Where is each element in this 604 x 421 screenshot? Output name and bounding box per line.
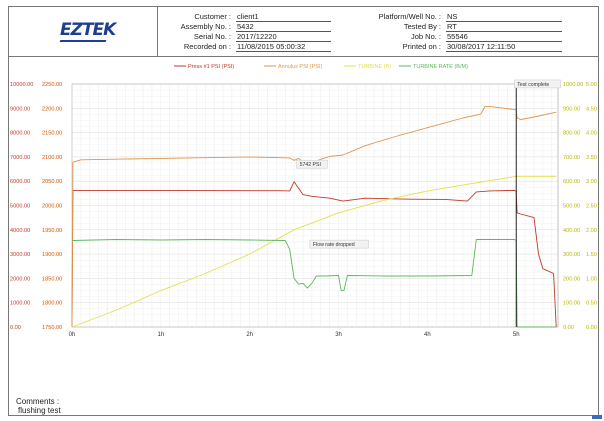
y-tick-label-right-inner: 200.00 bbox=[563, 276, 580, 282]
y-tick-label-left-outer: 8000.00 bbox=[10, 131, 30, 137]
legend-entry: Press #1 PSI (PSI) bbox=[188, 64, 234, 70]
logo-underline bbox=[59, 40, 107, 42]
serial-no-value: 2017/12220 bbox=[236, 32, 331, 42]
y-tick-label-left-inner: 1900.00 bbox=[42, 252, 62, 258]
customer-label: Customer : bbox=[194, 12, 231, 21]
y-tick-label-left-inner: 2100.00 bbox=[42, 155, 62, 161]
assembly-no-value: 5432 bbox=[236, 22, 331, 32]
legend-entry: Annulus PSI (PSI) bbox=[278, 64, 322, 70]
y-tick-label-left-inner: 1950.00 bbox=[42, 228, 62, 234]
y-tick-label-right-inner: 100.00 bbox=[563, 301, 580, 307]
x-tick-label: 3h bbox=[335, 332, 342, 338]
y-tick-label-right-outer: 2.00 bbox=[586, 228, 597, 234]
legend-entry: TURBINE (B) bbox=[358, 64, 391, 70]
comments-label: Comments : bbox=[16, 397, 60, 406]
y-tick-label-right-outer: 0.50 bbox=[586, 301, 597, 307]
annotation-label: Test complete bbox=[517, 82, 549, 88]
x-tick-label: 4h bbox=[424, 332, 431, 338]
y-tick-label-left-outer: 10000.00 bbox=[10, 82, 33, 88]
y-tick-label-left-inner: 2050.00 bbox=[42, 179, 62, 185]
tested-by-value: RT bbox=[446, 22, 562, 32]
y-tick-label-right-inner: 300.00 bbox=[563, 252, 580, 258]
comments-value: flushing test bbox=[18, 406, 61, 415]
y-tick-label-left-outer: 2000.00 bbox=[10, 276, 30, 282]
y-tick-label-left-outer: 7000.00 bbox=[10, 155, 30, 161]
platform-well-label: Platform/Well No. : bbox=[378, 12, 441, 21]
annotation-label: Flow rate dropped bbox=[313, 242, 355, 248]
y-tick-label-left-outer: 3000.00 bbox=[10, 252, 30, 258]
y-tick-label-left-inner: 1850.00 bbox=[42, 276, 62, 282]
y-tick-label-left-outer: 0.00 bbox=[10, 325, 21, 331]
logo-box: EZTEK bbox=[8, 6, 158, 56]
series-line bbox=[71, 181, 557, 328]
y-tick-label-left-inner: 2200.00 bbox=[42, 106, 62, 112]
page-corner-mark bbox=[592, 415, 602, 419]
y-tick-label-left-inner: 2000.00 bbox=[42, 204, 62, 210]
y-tick-label-right-inner: 400.00 bbox=[563, 228, 580, 234]
assembly-no-label: Assembly No. : bbox=[180, 22, 231, 31]
y-tick-label-right-inner: 800.00 bbox=[563, 131, 580, 137]
report-header: EZTEK Customer : client1 Assembly No. : … bbox=[8, 6, 599, 57]
y-tick-label-right-outer: 4.00 bbox=[586, 131, 597, 137]
x-tick-label: 1h bbox=[158, 332, 165, 338]
y-tick-label-right-inner: 500.00 bbox=[563, 204, 580, 210]
annotation-box bbox=[514, 79, 561, 89]
chart-area: 0.00 1000.00 2000.00 3000.00 4000.00 5000.00 6… bbox=[8, 58, 599, 346]
page-frame bbox=[8, 6, 599, 416]
company-logo: EZTEK bbox=[60, 20, 116, 40]
y-tick-label-right-outer: 5.00 bbox=[586, 82, 597, 88]
pressure-flow-chart: 0.00 1000.00 2000.00 3000.00 4000.00 5000.00 6… bbox=[10, 64, 597, 338]
y-tick-label-left-outer: 9000.00 bbox=[10, 106, 30, 112]
y-tick-label-right-inner: 600.00 bbox=[563, 179, 580, 185]
y-tick-label-right-outer: 3.50 bbox=[586, 155, 597, 161]
printed-on-value: 30/08/2017 12:11:50 bbox=[446, 42, 562, 52]
job-no-value: 55546 bbox=[446, 32, 562, 42]
y-tick-label-left-outer: 4000.00 bbox=[10, 228, 30, 234]
y-tick-label-right-outer: 0.00 bbox=[586, 325, 597, 331]
y-tick-label-left-inner: 1750.00 bbox=[42, 325, 62, 331]
tested-by-label: Tested By : bbox=[403, 22, 441, 31]
recorded-on-label: Recorded on : bbox=[183, 42, 231, 51]
y-tick-label-right-outer: 2.50 bbox=[586, 204, 597, 210]
y-tick-label-right-inner: 900.00 bbox=[563, 106, 580, 112]
annotation-box bbox=[309, 239, 369, 249]
y-tick-label-right-outer: 3.00 bbox=[586, 179, 597, 185]
y-tick-label-left-inner: 2250.00 bbox=[42, 82, 62, 88]
recorded-on-value: 11/08/2015 05:00:32 bbox=[236, 42, 331, 52]
platform-well-value: NS bbox=[446, 12, 562, 22]
x-tick-label: 0h bbox=[69, 332, 76, 338]
series-line bbox=[71, 239, 557, 328]
serial-no-label: Serial No. : bbox=[193, 32, 231, 41]
y-tick-label-right-inner: 0.00 bbox=[563, 325, 574, 331]
y-tick-label-left-outer: 6000.00 bbox=[10, 179, 30, 185]
job-no-label: Job No. : bbox=[410, 32, 441, 41]
y-tick-label-right-outer: 4.50 bbox=[586, 106, 597, 112]
legend-entry: TURBINE RATE (B/M) bbox=[413, 64, 468, 70]
annotation-box bbox=[296, 159, 328, 169]
customer-value: client1 bbox=[236, 12, 331, 22]
y-tick-label-left-inner: 2150.00 bbox=[42, 131, 62, 137]
x-tick-label: 2h bbox=[246, 332, 253, 338]
y-tick-label-left-outer: 5000.00 bbox=[10, 204, 30, 210]
y-tick-label-left-inner: 1800.00 bbox=[42, 301, 62, 307]
annotation-label: 5742 PSI bbox=[300, 162, 321, 168]
y-tick-label-right-inner: 700.00 bbox=[563, 155, 580, 161]
y-tick-label-right-outer: 1.00 bbox=[586, 276, 597, 282]
printed-on-label: Printed on : bbox=[402, 42, 441, 51]
y-tick-label-left-outer: 1000.00 bbox=[10, 301, 30, 307]
y-tick-label-right-inner: 1000.00 bbox=[563, 82, 583, 88]
x-tick-label: 5h bbox=[513, 332, 520, 338]
y-tick-label-right-outer: 1.50 bbox=[586, 252, 597, 258]
